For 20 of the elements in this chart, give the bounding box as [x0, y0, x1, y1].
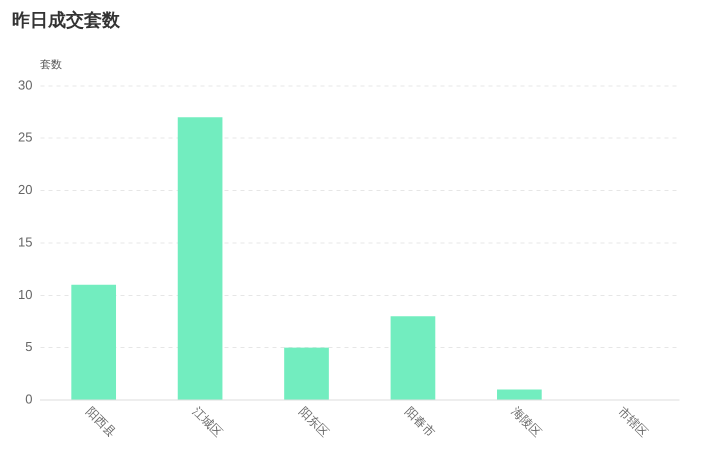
y-tick-label: 0	[25, 392, 32, 407]
y-tick-label: 30	[18, 77, 32, 92]
bar	[178, 117, 222, 400]
y-axis-title: 套数	[40, 57, 62, 72]
bar	[497, 390, 542, 400]
chart-title: 昨日成交套数	[12, 9, 120, 32]
y-tick-label: 20	[18, 182, 32, 198]
y-tick-label: 10	[18, 286, 32, 302]
y-tick-label: 25	[18, 130, 32, 145]
x-tick-label: 阳春市	[402, 404, 438, 440]
x-tick-label: 阳东区	[296, 404, 332, 440]
bar	[284, 348, 329, 400]
y-tick-label: 15	[18, 234, 32, 250]
x-tick-label: 市辖区	[615, 404, 651, 440]
bar	[71, 284, 116, 400]
y-tick-label: 5	[25, 339, 32, 354]
bar	[390, 316, 436, 400]
x-tick-label: 江城区	[190, 404, 226, 440]
x-tick-label: 海陵区	[509, 404, 544, 440]
x-tick-label: 阳西县	[83, 404, 119, 440]
